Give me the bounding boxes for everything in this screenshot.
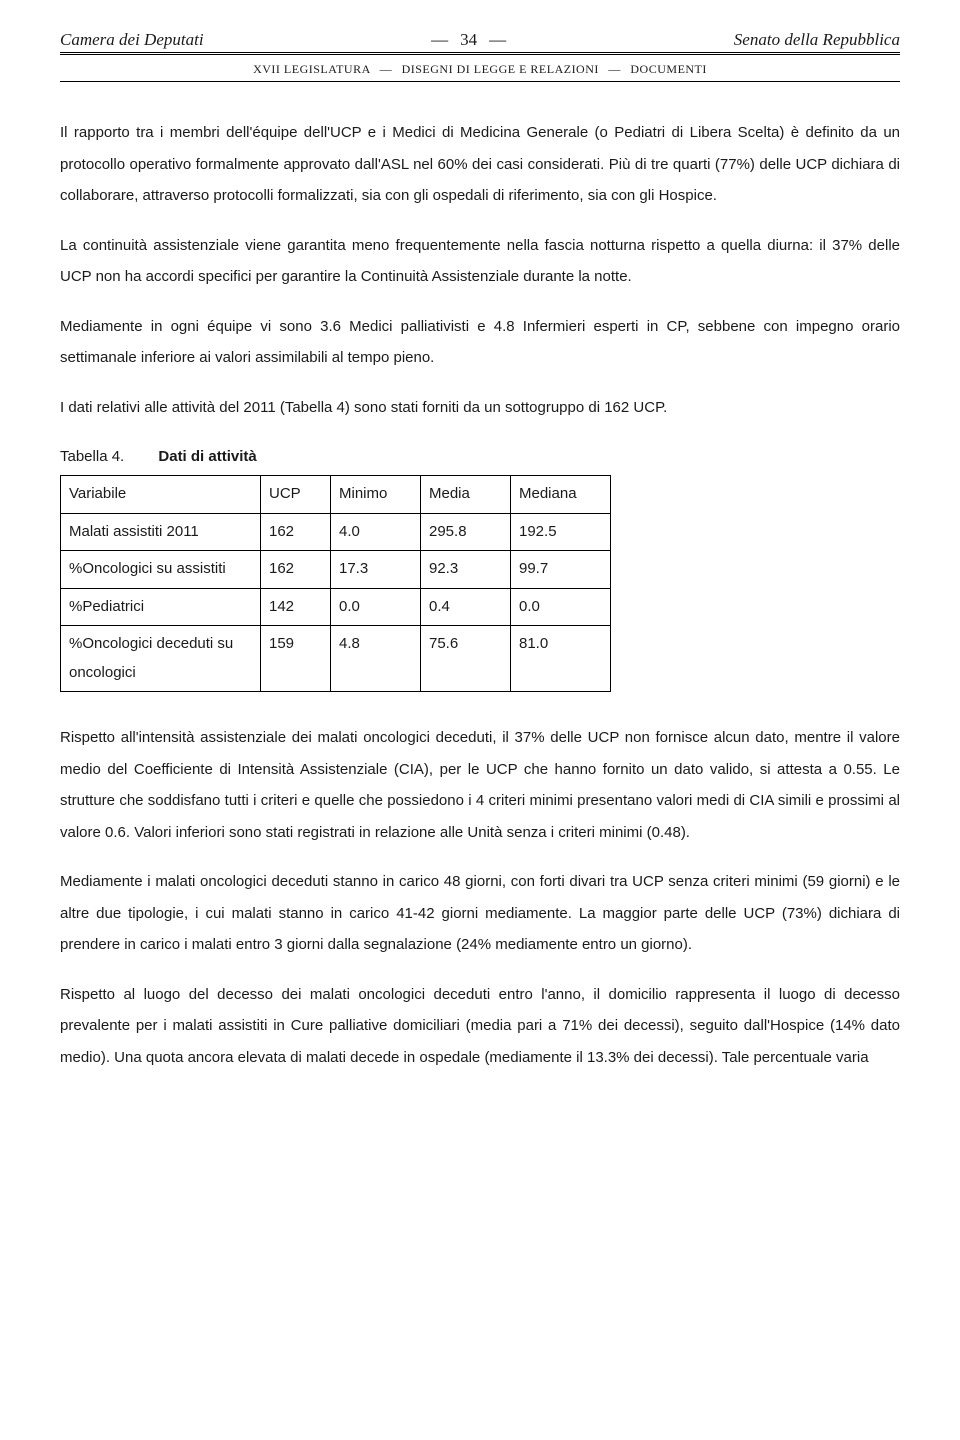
page-subheader: XVII LEGISLATURA — DISEGNI DI LEGGE E RE… [60, 58, 900, 82]
table-cell: 142 [261, 588, 331, 626]
table-cell: %Oncologici deceduti su oncologici [61, 626, 261, 692]
paragraph-5: Rispetto all'intensità assistenziale dei… [60, 722, 900, 848]
table-header-cell: Media [421, 476, 511, 514]
table-cell: %Pediatrici [61, 588, 261, 626]
table-cell: 75.6 [421, 626, 511, 692]
table-header-cell: UCP [261, 476, 331, 514]
table-cell: 162 [261, 551, 331, 589]
table-label: Tabella 4. [60, 448, 124, 465]
table-cell: 0.0 [511, 588, 611, 626]
data-table: Variabile UCP Minimo Media Mediana Malat… [60, 475, 611, 692]
table-cell: 4.8 [331, 626, 421, 692]
table-cell: %Oncologici su assistiti [61, 551, 261, 589]
paragraph-4: I dati relativi alle attività del 2011 (… [60, 392, 900, 424]
paragraph-1: Il rapporto tra i membri dell'équipe del… [60, 117, 900, 212]
page-number: — 34 — [431, 30, 506, 50]
table-cell: Malati assistiti 2011 [61, 513, 261, 551]
table-row: Malati assistiti 2011 162 4.0 295.8 192.… [61, 513, 611, 551]
header-right: Senato della Repubblica [734, 30, 900, 50]
table-cell: 92.3 [421, 551, 511, 589]
table-header-cell: Mediana [511, 476, 611, 514]
table-cell: 17.3 [331, 551, 421, 589]
subheader-prefix: XVII LEGISLATURA [253, 62, 370, 76]
paragraph-2: La continuità assistenziale viene garant… [60, 230, 900, 293]
table-header-row: Variabile UCP Minimo Media Mediana [61, 476, 611, 514]
table-row: %Pediatrici 142 0.0 0.4 0.0 [61, 588, 611, 626]
header-left: Camera dei Deputati [60, 30, 204, 50]
table-cell: 0.4 [421, 588, 511, 626]
table-cell: 4.0 [331, 513, 421, 551]
table-header-cell: Variabile [61, 476, 261, 514]
table-cell: 0.0 [331, 588, 421, 626]
table-cell: 192.5 [511, 513, 611, 551]
table-cell: 81.0 [511, 626, 611, 692]
table-cell: 162 [261, 513, 331, 551]
table-row: %Oncologici su assistiti 162 17.3 92.3 9… [61, 551, 611, 589]
table-row: %Oncologici deceduti su oncologici 159 4… [61, 626, 611, 692]
table-cell: 295.8 [421, 513, 511, 551]
paragraph-3: Mediamente in ogni équipe vi sono 3.6 Me… [60, 311, 900, 374]
paragraph-6: Mediamente i malati oncologici deceduti … [60, 866, 900, 961]
table-title: Tabella 4. Dati di attività [60, 448, 900, 465]
table-cell: 159 [261, 626, 331, 692]
table-caption: Dati di attività [158, 448, 256, 465]
table-cell: 99.7 [511, 551, 611, 589]
subheader-suffix: DOCUMENTI [630, 62, 707, 76]
table-header-cell: Minimo [331, 476, 421, 514]
paragraph-7: Rispetto al luogo del decesso dei malati… [60, 979, 900, 1074]
subheader-middle: DISEGNI DI LEGGE E RELAZIONI [402, 62, 599, 76]
page-header: Camera dei Deputati — 34 — Senato della … [60, 30, 900, 55]
